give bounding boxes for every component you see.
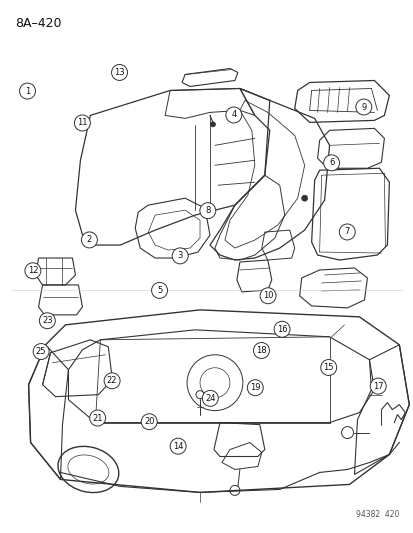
Circle shape [210,122,215,127]
Circle shape [25,263,41,279]
Circle shape [19,83,36,99]
Circle shape [323,155,339,171]
Text: 23: 23 [42,316,52,325]
Circle shape [172,248,188,264]
Circle shape [259,288,275,304]
Text: 19: 19 [249,383,260,392]
Circle shape [170,438,185,454]
Circle shape [225,107,241,123]
Text: 13: 13 [114,68,125,77]
Text: 8A–420: 8A–420 [14,17,61,30]
Text: 1: 1 [25,86,30,95]
Circle shape [202,390,218,406]
Text: 94382  420: 94382 420 [355,510,399,519]
Circle shape [104,373,120,389]
Text: 4: 4 [230,110,236,119]
Circle shape [355,99,371,115]
Circle shape [111,64,127,80]
Text: 7: 7 [344,228,349,237]
Circle shape [273,321,290,337]
Text: 18: 18 [256,346,266,355]
Text: 5: 5 [157,286,162,295]
Circle shape [141,414,157,430]
Text: 12: 12 [28,266,38,275]
Text: 11: 11 [77,118,88,127]
Text: 8: 8 [205,206,210,215]
Circle shape [199,203,215,219]
Circle shape [151,282,167,298]
Circle shape [339,224,354,240]
Text: 21: 21 [92,414,103,423]
Circle shape [301,195,307,201]
Circle shape [81,232,97,248]
Text: 6: 6 [328,158,333,167]
Text: 24: 24 [204,394,215,403]
Circle shape [247,379,263,395]
Text: 14: 14 [173,442,183,451]
Circle shape [90,410,105,426]
Circle shape [74,115,90,131]
Text: 22: 22 [107,376,117,385]
Text: 10: 10 [262,291,273,300]
Text: 25: 25 [36,347,46,356]
Text: 2: 2 [87,236,92,245]
Text: 9: 9 [360,102,366,111]
Text: 15: 15 [323,363,333,372]
Text: 3: 3 [177,252,183,260]
Circle shape [369,378,385,394]
Circle shape [33,344,49,360]
Text: 16: 16 [276,325,287,334]
Text: 17: 17 [372,382,382,391]
Text: 20: 20 [144,417,154,426]
Circle shape [39,313,55,329]
Circle shape [320,360,336,375]
Circle shape [253,343,269,359]
